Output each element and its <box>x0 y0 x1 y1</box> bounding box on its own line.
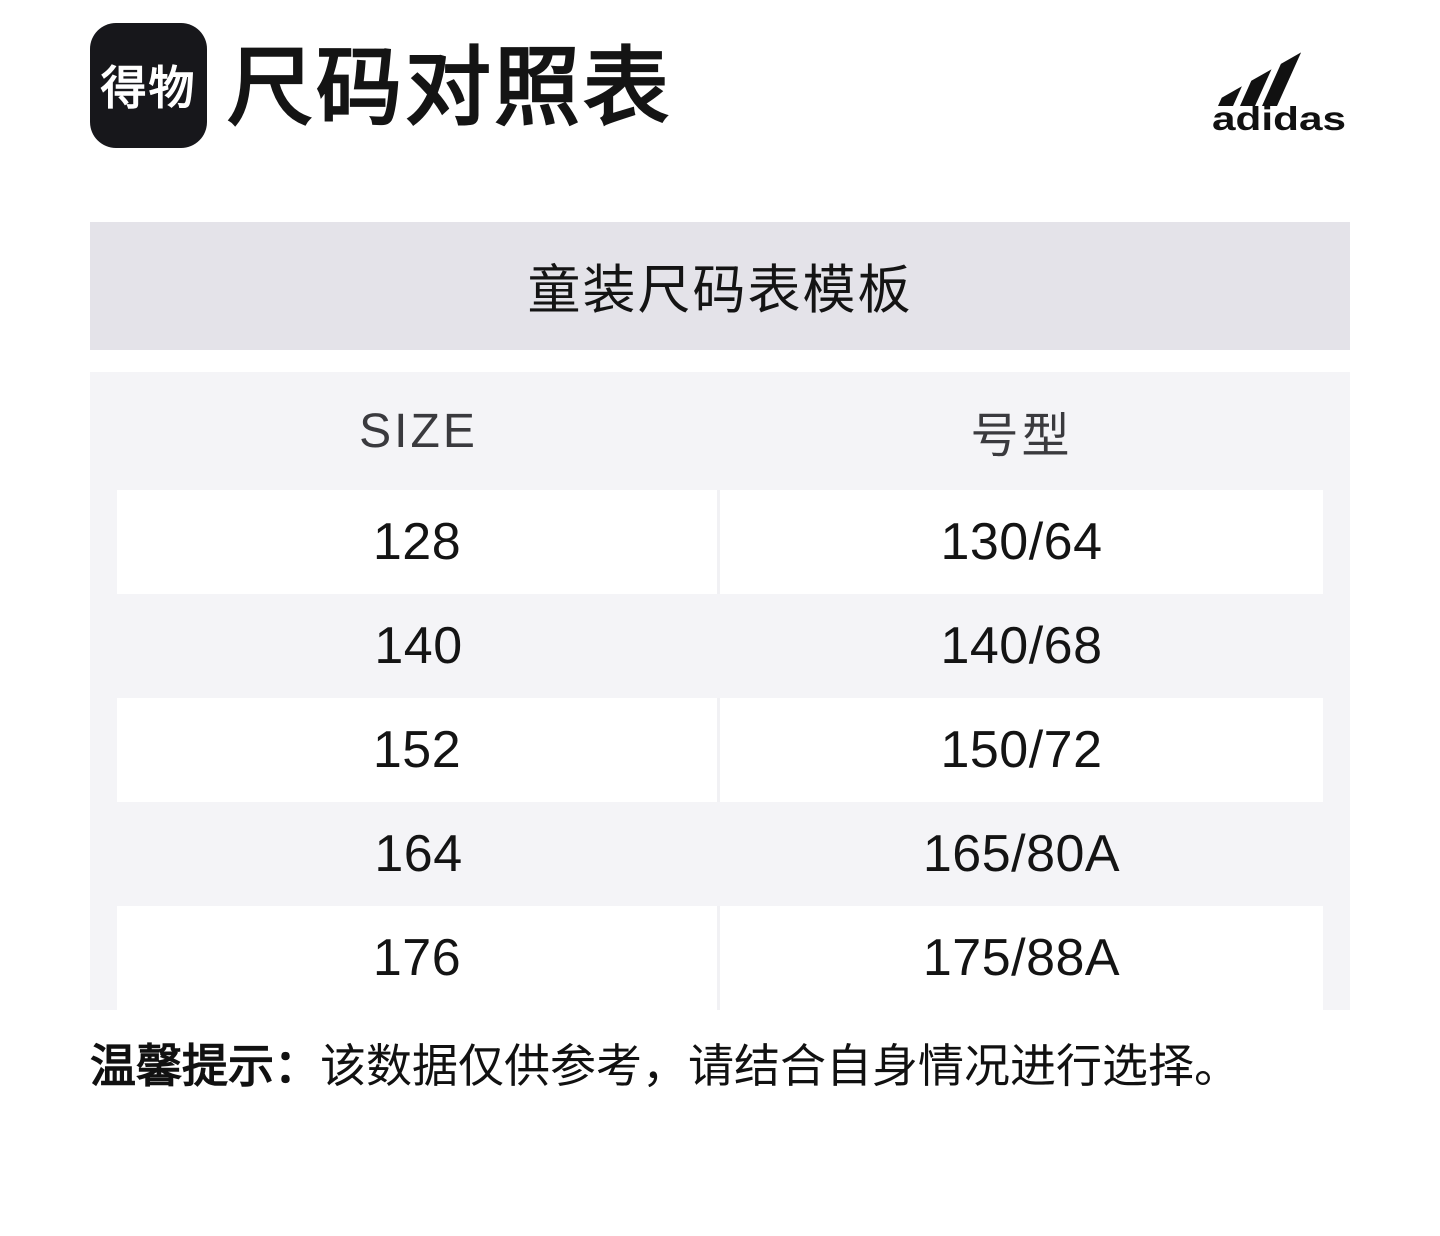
size-cell: 164 <box>374 825 463 883</box>
adidas-wordmark: adidas <box>1212 100 1346 133</box>
tip-text: 该数据仅供参考，请结合自身情况进行选择。 <box>320 1040 1240 1092</box>
table-row: 164 165/80A <box>90 802 1350 906</box>
page-title: 尺码对照表 <box>227 40 672 136</box>
header-left-group: 得物 尺码对照表 <box>90 22 672 148</box>
size-table: SIZE 号型 128 130/64 140 140/68 152 150/72… <box>90 372 1350 1010</box>
dewu-app-logo-icon: 得物 <box>90 22 207 148</box>
column-header-size: SIZE <box>359 404 478 458</box>
table-row-inner: 128 130/64 <box>117 490 1323 594</box>
table-header-row: SIZE 号型 <box>90 372 1350 490</box>
table-row-inner: 140 140/68 <box>117 594 1323 698</box>
model-cell: 150/72 <box>940 721 1103 779</box>
size-cell: 176 <box>117 906 720 1010</box>
column-header-model: 号型 <box>970 410 1073 463</box>
model-cell: 165/80A <box>922 825 1121 883</box>
table-row: 140 140/68 <box>90 594 1350 698</box>
model-cell: 130/64 <box>940 513 1103 571</box>
size-cell: 152 <box>117 698 720 802</box>
footer-tip: 温馨提示：该数据仅供参考，请结合自身情况进行选择。 <box>90 1038 1350 1096</box>
adidas-logo-icon: adidas <box>1208 51 1350 133</box>
table-row-inner: 176 175/88A <box>117 906 1323 1010</box>
dewu-logo-text: 得物 <box>100 62 197 114</box>
model-cell: 175/88A <box>922 929 1121 987</box>
banner-title: 童装尺码表模板 <box>527 261 913 320</box>
size-cell: 128 <box>117 490 720 594</box>
table-row: 176 175/88A <box>90 906 1350 1010</box>
table-row: 152 150/72 <box>90 698 1350 802</box>
size-cell: 140 <box>374 617 463 675</box>
adidas-stripes-icon: adidas <box>1212 52 1346 133</box>
table-title-banner: 童装尺码表模板 <box>90 222 1350 350</box>
table-row-inner: 152 150/72 <box>117 698 1323 802</box>
page-header: 得物 尺码对照表 adidas <box>90 22 1350 148</box>
table-row-inner: 164 165/80A <box>117 802 1323 906</box>
table-row: 128 130/64 <box>90 490 1350 594</box>
model-cell: 140/68 <box>940 617 1103 675</box>
tip-label: 温馨提示： <box>90 1040 320 1092</box>
